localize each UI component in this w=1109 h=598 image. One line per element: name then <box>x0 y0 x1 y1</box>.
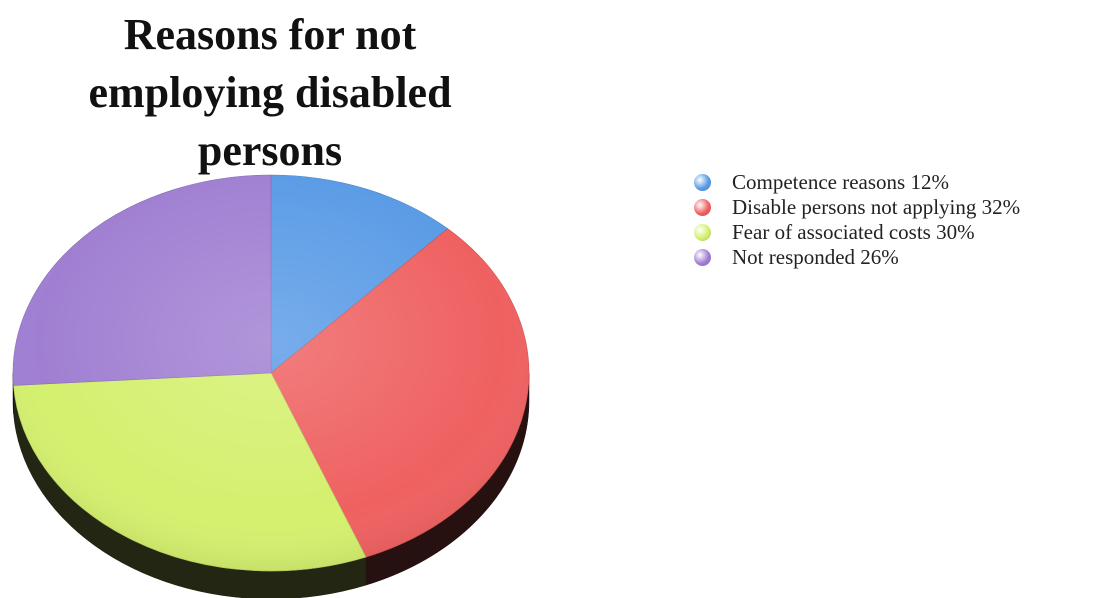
legend: Competence reasons 12% Disable persons no… <box>694 170 1020 270</box>
legend-item[interactable]: Not responded 26% <box>694 245 1020 270</box>
chart-title-line-1: Reasons for not <box>123 10 417 59</box>
chart-title-line-2: employing disabled <box>88 68 452 117</box>
legend-label: Fear of associated costs 30% <box>732 220 975 244</box>
chart-title: Reasons for not employing disabled perso… <box>40 6 500 180</box>
legend-marker <box>694 224 711 241</box>
pie-slice-3[interactable] <box>12 174 272 386</box>
legend-label: Disable persons not applying 32% <box>732 195 1021 219</box>
legend-item[interactable]: Disable persons not applying 32% <box>694 195 1020 220</box>
legend-label: Not responded 26% <box>732 245 899 269</box>
legend-item[interactable]: Fear of associated costs 30% <box>694 220 1020 245</box>
legend-label: Competence reasons 12% <box>732 170 949 194</box>
legend-item[interactable]: Competence reasons 12% <box>694 170 1020 195</box>
legend-marker <box>694 199 711 216</box>
legend-marker <box>694 249 711 266</box>
legend-marker <box>694 174 711 191</box>
chart-title-line-3: persons <box>197 126 343 175</box>
pie-slices <box>12 174 530 572</box>
